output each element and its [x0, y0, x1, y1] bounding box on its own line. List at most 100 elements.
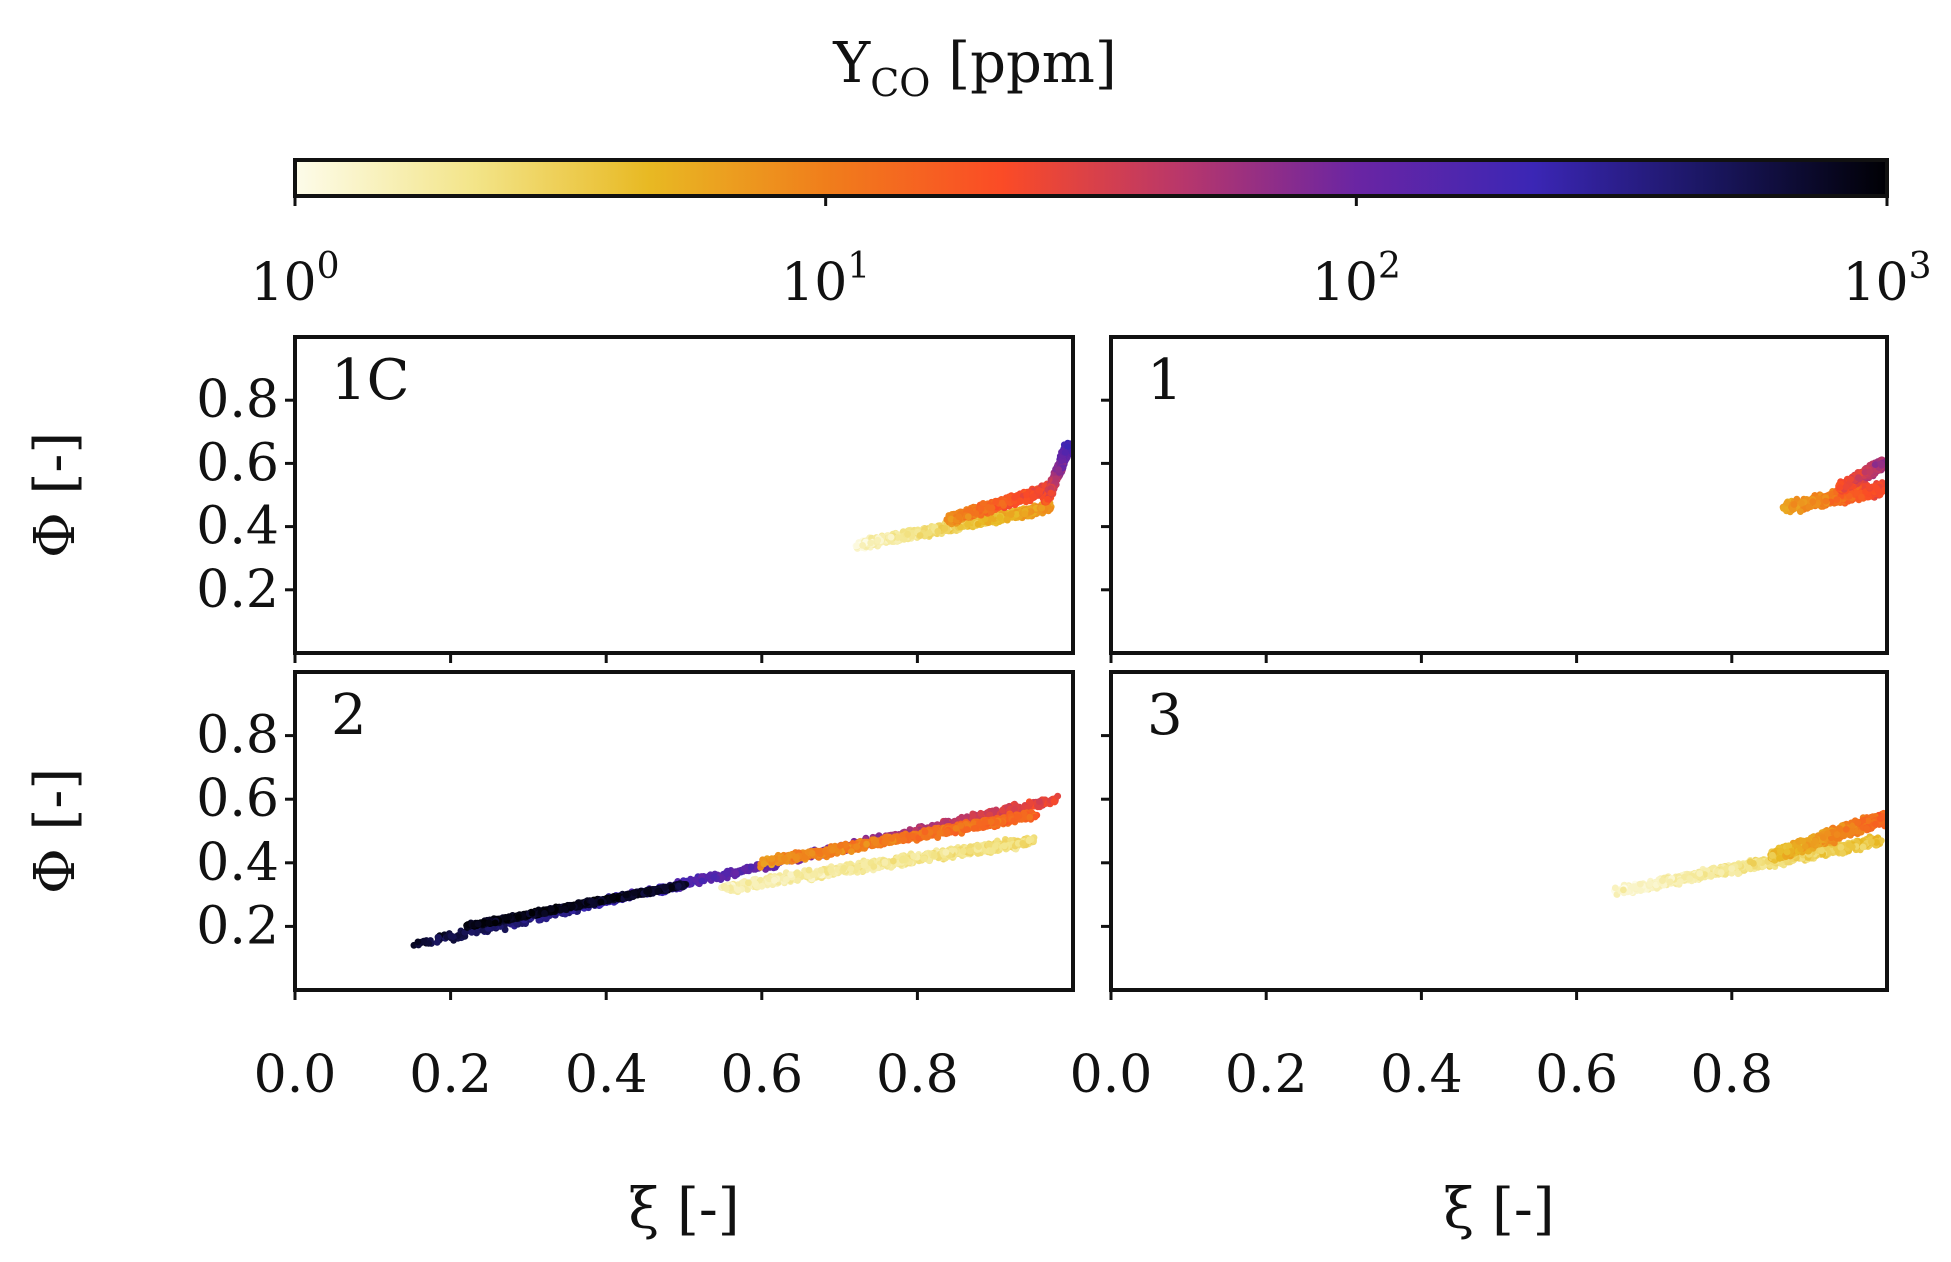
data-point: [1798, 499, 1805, 507]
data-point: [867, 539, 875, 547]
data-point: [964, 513, 972, 521]
data-point: [998, 499, 1006, 507]
data-point: [934, 528, 942, 535]
data-point: [1836, 484, 1844, 491]
data-point: [1035, 487, 1043, 494]
data-point: [1023, 491, 1030, 499]
data-point: [1861, 468, 1869, 476]
panel-frame: [293, 335, 1075, 655]
data-point: [1016, 497, 1024, 505]
colorbar: YCO [ppm] 100 101 102 103: [250, 31, 1931, 313]
data-point: [1047, 489, 1055, 497]
data-point: [1064, 443, 1071, 450]
panel-border: [1109, 335, 1889, 655]
data-point: [1013, 511, 1020, 518]
panel-label: 1: [1147, 348, 1183, 413]
y-tick-label: 0.4: [196, 497, 279, 557]
data-point: [925, 529, 933, 537]
data-point: [1011, 494, 1018, 501]
data-point: [988, 514, 995, 522]
data-point: [979, 500, 987, 507]
y-tick-label: 0.6: [196, 433, 279, 493]
panel-2: 20.20.40.60.80.0 0.2 0.4 0.6 0.8Φ [-]ξ [-]: [23, 670, 1075, 1242]
colorbar-tick-base: 10: [781, 253, 847, 313]
data-point: [1866, 483, 1873, 491]
data-point: [955, 513, 963, 521]
colorbar-title: YCO [ppm]: [832, 31, 1117, 105]
y-axis-unit: [-]: [23, 432, 88, 495]
scatter-points: [1779, 456, 1885, 516]
data-point: [941, 525, 949, 532]
panel-frame: [1109, 335, 1889, 655]
colorbar-tick-base: 10: [250, 253, 316, 313]
data-point: [1058, 457, 1065, 465]
data-point: [1038, 504, 1046, 512]
colorbar-tick-label: 103: [1842, 246, 1931, 313]
data-point: [1003, 516, 1011, 524]
data-point: [1877, 460, 1885, 468]
data-point: [853, 542, 861, 550]
data-point: [1873, 484, 1880, 492]
data-point: [972, 510, 980, 517]
data-point: [1790, 501, 1798, 508]
colorbar-ticks: 100 101 102 103: [250, 196, 1932, 313]
data-point: [1809, 498, 1817, 506]
colorbar-title-main: Y: [832, 31, 871, 96]
data-point: [894, 534, 902, 541]
colorbar-tick-exponent: 3: [1909, 246, 1932, 287]
panel-label: 1C: [331, 348, 409, 413]
y-tick-label: 0.2: [196, 560, 279, 620]
colorbar-title-sub: CO: [870, 61, 930, 105]
colorbar-tick-base: 10: [1312, 253, 1378, 313]
data-point: [1881, 486, 1885, 494]
data-point: [1855, 474, 1862, 482]
colorbar-title-unit: [ppm]: [930, 31, 1116, 96]
data-point: [1783, 499, 1791, 507]
y-tick-label: 0.8: [196, 370, 279, 430]
data-point: [1871, 461, 1879, 468]
data-point: [887, 533, 895, 541]
data-point: [1030, 493, 1037, 500]
data-point: [1023, 496, 1031, 504]
data-point: [1845, 492, 1853, 500]
data-point: [964, 520, 972, 528]
colorbar-gradient: [293, 158, 1889, 198]
data-point: [1833, 496, 1841, 504]
data-point: [1061, 448, 1069, 456]
data-point: [904, 530, 911, 538]
data-point: [1866, 468, 1874, 476]
panel-border: [293, 335, 1075, 655]
data-point: [1797, 508, 1804, 515]
data-point: [1822, 497, 1830, 505]
data-point: [977, 505, 985, 513]
data-point: [916, 532, 924, 539]
data-point: [988, 504, 996, 512]
colorbar-tick-label: 102: [1312, 246, 1401, 313]
colorbar-tick-exponent: 0: [317, 246, 340, 287]
data-point: [874, 536, 882, 544]
colorbar-tick-exponent: 1: [847, 246, 870, 287]
y-axis-title: Φ [-]: [23, 432, 88, 558]
data-point: [1055, 466, 1062, 474]
data-point: [1021, 510, 1029, 518]
scatter-points: [410, 792, 1062, 949]
data-point: [1044, 495, 1051, 503]
data-point: [992, 498, 1000, 506]
colorbar-tick-label: 101: [781, 246, 870, 313]
data-point: [1842, 483, 1850, 491]
colorbar-tick-base: 10: [1842, 253, 1908, 313]
data-point: [1052, 475, 1060, 483]
panel-1: 1: [1101, 335, 1889, 663]
data-point: [859, 542, 866, 549]
data-point: [1006, 493, 1013, 501]
data-point: [957, 523, 964, 531]
data-point: [1847, 475, 1854, 483]
data-point: [1852, 489, 1860, 497]
data-point: [996, 514, 1004, 521]
data-point: [1858, 493, 1865, 501]
panel-1C: 1C 0.20.40.60.8 Φ [-]: [23, 335, 1075, 663]
scatter-panels: 1C 0.20.40.60.8 Φ [-] 1 20.20.40.60.80.0 0.2 0…: [23, 335, 1889, 1242]
data-point: [1805, 503, 1813, 511]
scatter-points: [852, 439, 1071, 552]
